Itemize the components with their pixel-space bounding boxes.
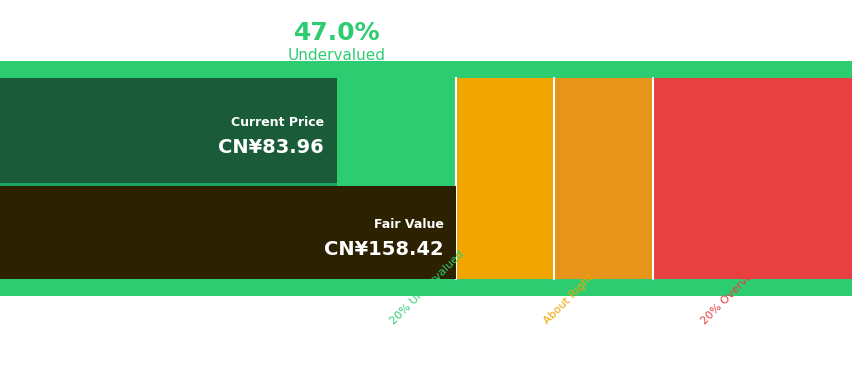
- Text: Current Price: Current Price: [231, 116, 324, 129]
- Bar: [0, 78, 337, 183]
- Bar: [0, 279, 852, 296]
- Text: Undervalued: Undervalued: [288, 48, 385, 62]
- Text: Fair Value: Fair Value: [373, 218, 443, 231]
- Text: CN¥158.42: CN¥158.42: [324, 240, 443, 259]
- Bar: [554, 61, 652, 296]
- Text: 47.0%: 47.0%: [293, 21, 380, 45]
- Text: About Right: About Right: [541, 272, 595, 326]
- Text: 20% Overvalued: 20% Overvalued: [699, 253, 771, 326]
- Bar: [0, 61, 337, 296]
- Bar: [0, 61, 852, 78]
- Bar: [652, 61, 852, 296]
- Text: CN¥83.96: CN¥83.96: [218, 138, 324, 157]
- Bar: [456, 61, 554, 296]
- Bar: [0, 186, 456, 279]
- Bar: [337, 61, 456, 296]
- Text: 20% Undervalued: 20% Undervalued: [388, 249, 465, 326]
